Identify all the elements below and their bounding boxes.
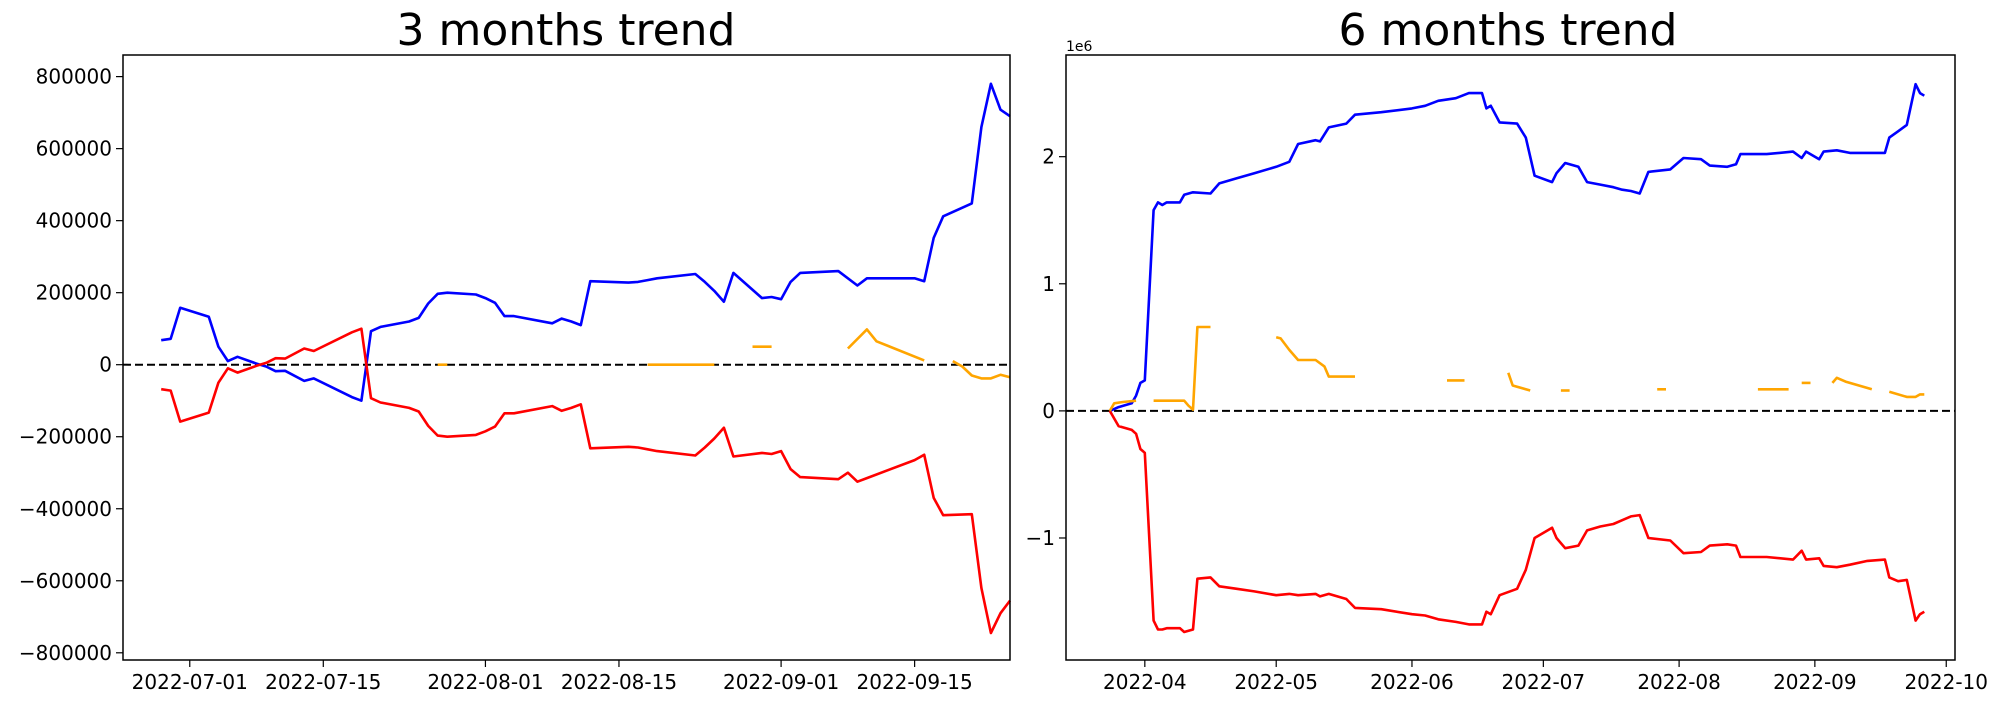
y-tick-label: −400000: [19, 497, 112, 521]
y-tick-label: −1: [1026, 526, 1055, 550]
x-tick-label: 2022-08: [1637, 670, 1721, 694]
x-tick-label: 2022-09-15: [857, 670, 973, 694]
y-tick-label: 0: [99, 353, 112, 377]
y-tick-label: 200000: [36, 281, 112, 305]
y-tick-label: 0: [1042, 399, 1055, 423]
x-tick-label: 2022-06: [1370, 670, 1454, 694]
y-tick-label: −800000: [19, 641, 112, 665]
x-tick-label: 2022-09: [1773, 670, 1857, 694]
y-tick-label: −200000: [19, 425, 112, 449]
series-1-line-segment-0: [161, 327, 1012, 635]
series-0-line-segment-0: [1109, 82, 1925, 413]
x-tick-label: 2022-07-01: [132, 670, 248, 694]
panel-6-months-trend: 6 months trend 1e6 2022-04 2022-05 2022-06…: [1026, 5, 1989, 694]
y-tick-label: 1: [1042, 272, 1055, 296]
x-tick-label: 2022-09-01: [723, 670, 839, 694]
series-1-line-segment-0: [1108, 410, 1925, 634]
chart-title: 3 months trend: [397, 5, 736, 56]
series-2-line-segment-0: [1108, 399, 1137, 412]
plot-frame: [122, 54, 1011, 661]
chart-title: 6 months trend: [1339, 5, 1678, 56]
series-2-line-segment-1: [1153, 325, 1211, 411]
plot-frame: [1065, 54, 1956, 661]
y-tick-label: 600000: [36, 137, 112, 161]
series-2-line-segment-9: [1831, 376, 1873, 391]
series-2-line-segment-4: [952, 359, 1011, 380]
x-tick-label: 2022-05: [1234, 670, 1318, 694]
y-tick-label: 2: [1042, 145, 1055, 169]
y-offset-label: 1e6: [1066, 39, 1093, 55]
panel-3-months-trend: 3 months trend 2022-07-01 2022-07-15 2022-…: [19, 5, 1012, 694]
y-tick-label: 400000: [36, 209, 112, 233]
series-2-line-segment-4: [1507, 372, 1531, 392]
series-0-line-segment-0: [161, 82, 1011, 403]
x-tick-label: 2022-10: [1904, 670, 1988, 694]
series-2-line-segment-2: [1275, 335, 1355, 378]
series-2-line-segment-10: [1888, 390, 1925, 399]
x-tick-label: 2022-04: [1103, 670, 1187, 694]
x-tick-label: 2022-07: [1502, 670, 1586, 694]
y-tick-label: −600000: [19, 569, 112, 593]
x-tick-label: 2022-08-15: [561, 670, 677, 694]
x-tick-label: 2022-08-01: [427, 670, 543, 694]
x-tick-label: 2022-07-15: [265, 670, 381, 694]
series-2-line-segment-3: [846, 328, 925, 362]
y-tick-label: 800000: [36, 65, 112, 89]
